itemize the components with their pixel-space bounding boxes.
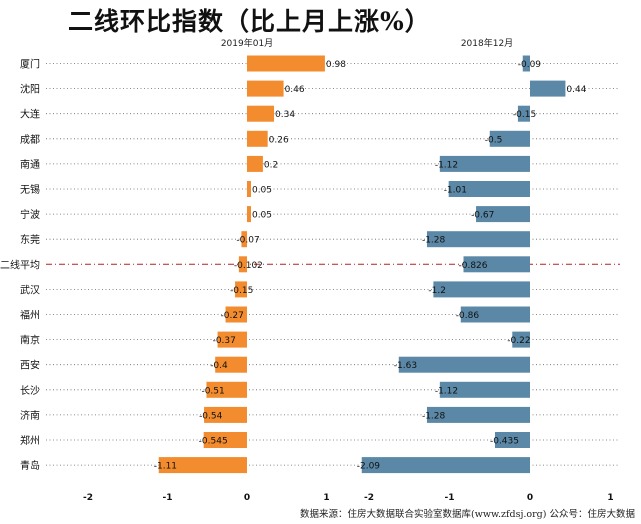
left-value-label: 0.26 — [269, 135, 289, 145]
category-label: 大连 — [20, 108, 40, 121]
right-bar — [433, 281, 530, 298]
right-bar — [494, 432, 530, 448]
category-label: 宁波 — [20, 208, 40, 221]
left-value-label: -0.102 — [234, 261, 263, 271]
left-bar — [225, 306, 247, 323]
right-value-label: -0.22 — [507, 336, 530, 346]
right-value-label: -0.86 — [456, 311, 480, 321]
left-bar — [203, 432, 247, 448]
left-bar — [217, 331, 247, 348]
right-bar — [426, 406, 530, 423]
chart-title: 二线环比指数（比上月上涨%） — [68, 7, 431, 36]
left-bar — [247, 80, 284, 97]
left-bar — [204, 406, 247, 423]
right-axis-tick-label: -2 — [364, 493, 374, 503]
right-bar — [439, 381, 530, 398]
left-value-label: 0.05 — [252, 186, 272, 196]
left-axis-tick-label: 1 — [323, 493, 329, 503]
left-bar — [247, 55, 325, 72]
right-value-label: -1.28 — [422, 236, 446, 246]
left-bar — [247, 181, 251, 197]
left-bar — [235, 281, 247, 298]
category-label: 青岛 — [20, 459, 40, 472]
left-value-label: 0.2 — [264, 160, 278, 170]
right-value-label: -0.5 — [485, 135, 503, 145]
category-label: 南通 — [20, 158, 40, 171]
left-value-label: -0.07 — [236, 236, 259, 246]
category-label: 武汉 — [20, 283, 40, 296]
left-bar — [241, 231, 247, 248]
category-label: 东莞 — [20, 233, 40, 246]
left-value-label: -1.11 — [154, 462, 177, 472]
category-label: 无锡 — [20, 183, 40, 196]
category-label: 厦门 — [20, 58, 40, 71]
right-bar — [460, 306, 530, 323]
category-label: 成都 — [20, 134, 40, 146]
category-label: 郑州 — [20, 434, 40, 447]
right-bar — [517, 105, 530, 122]
right-bar — [489, 130, 530, 147]
right-axis-tick-label: -1 — [445, 493, 455, 503]
right-value-label: -0.826 — [459, 261, 488, 271]
right-bar — [522, 55, 530, 72]
left-value-label: -0.37 — [213, 336, 236, 346]
right-value-label: -1.63 — [394, 361, 417, 371]
right-bar — [448, 181, 530, 197]
right-value-label: -1.12 — [435, 386, 458, 396]
left-bar — [215, 356, 247, 373]
category-label: 南京 — [20, 334, 40, 347]
right-panel-title: 2018年12月 — [461, 37, 513, 49]
category-label: 西安 — [20, 359, 40, 372]
left-bar — [247, 206, 251, 223]
category-label: 济南 — [20, 409, 40, 422]
left-value-label: -0.545 — [199, 437, 228, 447]
right-value-label: -1.28 — [422, 411, 446, 421]
right-value-label: -0.67 — [471, 211, 494, 221]
left-value-label: -0.54 — [199, 411, 223, 421]
right-value-label: -0.15 — [513, 110, 536, 120]
category-label: 长沙 — [20, 385, 40, 397]
left-bar — [247, 105, 275, 122]
right-value-label: -1.2 — [428, 286, 446, 296]
right-axis-tick-label: 1 — [607, 493, 613, 503]
left-bar — [238, 256, 247, 273]
left-value-label: 0.34 — [275, 110, 295, 120]
left-value-label: -0.4 — [210, 361, 228, 371]
right-bar — [512, 331, 530, 348]
left-value-label: -0.27 — [221, 311, 244, 321]
left-value-label: -0.51 — [201, 386, 224, 396]
left-value-label: 0.46 — [285, 85, 305, 95]
left-axis-tick-label: 0 — [244, 493, 250, 503]
right-value-label: -2.09 — [357, 462, 381, 472]
source-footer: 数据来源：住房大数据联合实验室数据库(www.zfdsj.org) 公众号：住房… — [299, 509, 635, 520]
right-bar — [426, 231, 530, 248]
category-label: 二线平均 — [0, 258, 40, 271]
right-value-label: -0.435 — [490, 437, 519, 447]
left-axis-tick-label: -1 — [163, 493, 173, 503]
left-bar — [158, 457, 247, 474]
left-axis-tick-label: -2 — [83, 493, 93, 503]
right-bar — [398, 356, 530, 373]
right-bar — [361, 457, 530, 474]
right-value-label: -1.01 — [444, 186, 467, 196]
left-bar — [247, 130, 268, 147]
category-label: 福州 — [20, 309, 40, 322]
category-label: 沈阳 — [20, 83, 40, 96]
right-bar — [476, 206, 530, 223]
right-value-label: -1.12 — [435, 160, 458, 170]
right-axis-tick-label: 0 — [527, 493, 533, 503]
right-value-label: -0.09 — [518, 60, 542, 70]
left-bar — [206, 381, 247, 398]
right-bar — [463, 256, 530, 273]
left-value-label: 0.05 — [252, 211, 272, 221]
left-panel-title: 2019年01月 — [221, 37, 273, 49]
right-bar — [439, 155, 530, 172]
left-value-label: 0.98 — [326, 60, 346, 70]
right-bar — [530, 80, 566, 97]
left-value-label: -0.15 — [230, 286, 253, 296]
left-bar — [247, 155, 263, 172]
right-value-label: 0.44 — [566, 85, 586, 95]
